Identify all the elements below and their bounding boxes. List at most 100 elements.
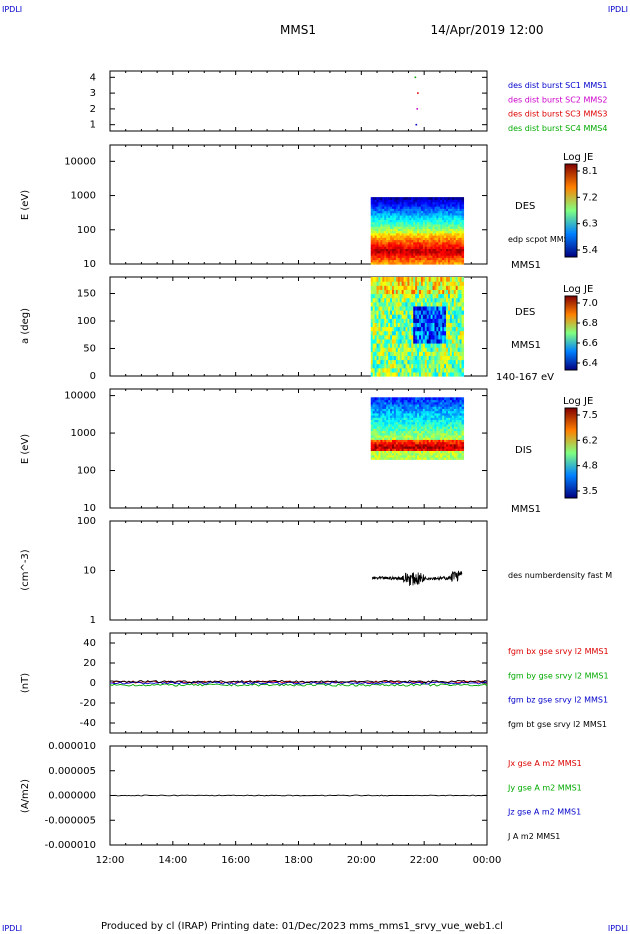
dis-energy-cell — [388, 412, 391, 416]
des-energy-cell — [378, 237, 382, 241]
des-energy-cell — [409, 248, 412, 252]
des-energy-cell — [459, 261, 463, 265]
dis-energy-cell — [455, 417, 459, 421]
des-energy-cell — [411, 241, 414, 245]
des-energy-cell — [446, 212, 449, 216]
des-energy-cell — [405, 208, 409, 212]
des-energy-cell — [430, 217, 434, 221]
dis-energy-cell — [403, 439, 407, 443]
des-pitch-cell — [420, 367, 424, 373]
des-pitch-cell — [384, 297, 387, 303]
des-pitch-cell — [382, 355, 385, 361]
des-energy-cell — [419, 219, 422, 223]
dis-energy-cell — [442, 443, 445, 447]
des-energy-cell — [419, 235, 422, 238]
dis-energy-cell — [380, 439, 383, 443]
des-pitch-cell — [413, 330, 416, 336]
dis-energy-cell — [420, 445, 424, 449]
des-pitch-cell — [419, 281, 422, 286]
des-pitch-cell — [388, 343, 391, 348]
dis-energy-cell — [444, 452, 447, 456]
des-pitch-cell — [413, 281, 416, 286]
des-pitch-cell — [399, 297, 403, 303]
des-energy-cell — [424, 257, 428, 261]
des-pitch-cell — [407, 310, 410, 315]
dis-energy-cell — [419, 428, 422, 432]
dis-energy-cell — [403, 423, 407, 427]
date-title: 14/Apr/2019 12:00 — [430, 23, 543, 37]
dis-energy-cell — [376, 426, 380, 429]
time-tick-label: 14:00 — [158, 855, 187, 866]
dis-energy-cell — [407, 419, 410, 423]
dis-energy-cell — [399, 437, 403, 440]
dis-energy-cell — [415, 457, 418, 460]
des-pitch-cell — [434, 326, 438, 332]
des-energy-cell — [370, 219, 374, 223]
des-energy-cell — [376, 237, 380, 241]
des-pitch-cell — [426, 355, 430, 361]
des-energy-cell — [390, 248, 393, 252]
des-pitch-cell — [390, 314, 393, 319]
des-pitch-cell — [386, 281, 389, 286]
des-energy-cell — [419, 206, 422, 209]
dis-energy-cell — [409, 412, 412, 416]
dis-energy-cell — [430, 445, 434, 449]
des-pitch-cell — [444, 343, 447, 348]
y-tick-label: 100 — [77, 316, 96, 327]
dis-energy-cell — [384, 443, 387, 447]
des-energy-cell — [393, 235, 397, 238]
des-energy-cell — [393, 206, 397, 209]
des-energy-cell — [430, 243, 434, 247]
des-energy-cell — [393, 255, 397, 258]
des-energy-cell — [388, 259, 391, 263]
dis-energy-cell — [428, 439, 432, 443]
dis-energy-cell — [382, 421, 385, 425]
des-pitch-cell — [391, 322, 395, 328]
des-energy-cell — [380, 241, 383, 245]
des-energy-cell — [444, 243, 447, 247]
des-energy-cell — [419, 228, 422, 232]
des-pitch-cell — [457, 281, 461, 286]
des-pitch-cell — [457, 318, 461, 323]
dis-energy-cell — [451, 403, 455, 407]
des-pitch-cell — [451, 322, 455, 328]
des-energy-cell — [459, 232, 463, 236]
dis-energy-cell — [403, 448, 407, 452]
dis-energy-cell — [417, 421, 420, 425]
des-pitch-cell — [395, 347, 399, 352]
dis-energy-cell — [426, 430, 430, 434]
des-energy-cell — [378, 197, 382, 200]
des-pitch-cell — [390, 363, 393, 369]
des-energy-cell — [417, 248, 420, 252]
des-energy-cell — [447, 201, 451, 205]
des-energy-cell — [407, 246, 410, 249]
dis-energy-cell — [417, 417, 420, 421]
des-energy-cell — [384, 243, 387, 247]
des-energy-cell — [391, 232, 395, 236]
des-pitch-cell — [380, 289, 383, 295]
des-pitch-cell — [453, 347, 457, 352]
des-pitch-cell — [386, 322, 389, 328]
des-pitch-cell — [446, 305, 449, 311]
dis-energy-cell — [413, 454, 416, 458]
des-energy-cell — [390, 212, 393, 216]
dis-energy-cell — [399, 401, 403, 405]
des-energy-cell — [393, 243, 397, 247]
dis-energy-cell — [386, 423, 389, 427]
des-pitch-cell — [405, 281, 409, 286]
des-energy-cell — [374, 241, 378, 245]
des-pitch-cell — [380, 355, 383, 361]
des-energy-cell — [382, 243, 385, 247]
dis-energy-cell — [444, 415, 447, 418]
dis-energy-cell — [438, 399, 441, 403]
des-pitch-cell — [449, 322, 453, 328]
des-pitch-cell — [455, 281, 459, 286]
dis-energy-cell — [438, 457, 441, 460]
dis-energy-cell — [424, 450, 428, 454]
des-pitch-cell — [455, 338, 459, 344]
dis-energy-cell — [422, 443, 426, 447]
dis-energy-cell — [411, 437, 414, 440]
dis-energy-cell — [446, 457, 449, 460]
des-energy-cell — [380, 255, 383, 258]
des-energy-cell — [401, 232, 405, 236]
